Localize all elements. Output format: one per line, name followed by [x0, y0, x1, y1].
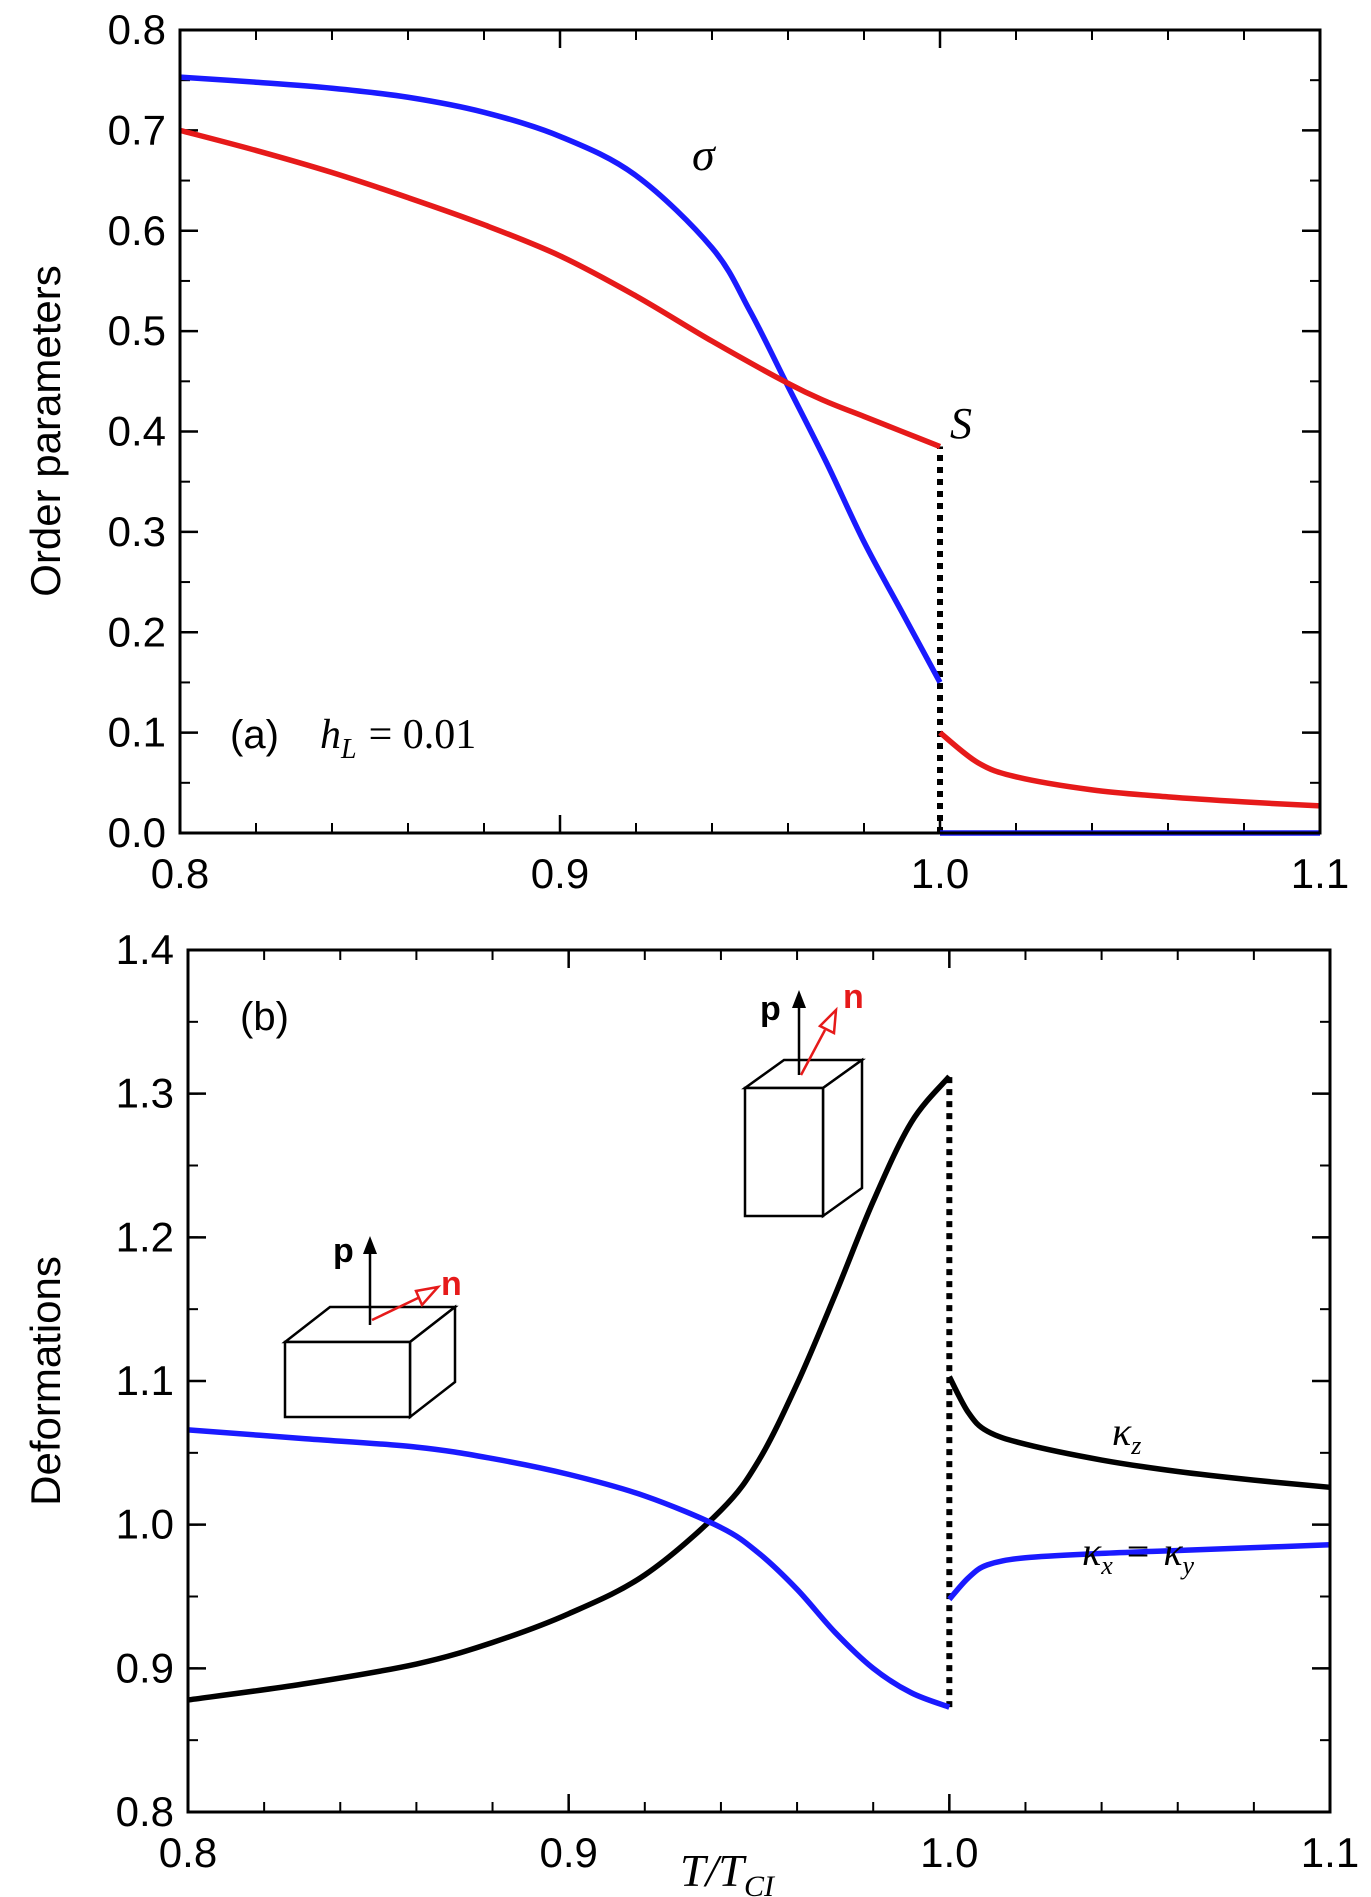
tall-box-n-arrow: [799, 1029, 827, 1076]
y-tick-label: 1.4: [116, 926, 174, 973]
panel-b-series: [187, 1074, 1331, 1710]
y-tick-label: 0.3: [108, 508, 166, 555]
y-tick-label: 1.3: [116, 1070, 174, 1117]
tall-box-n-arrowhead: [817, 1006, 838, 1035]
panel-a-ylabel: Order parameters: [22, 265, 69, 596]
y-tick-label: 0.9: [116, 1644, 174, 1691]
panel-b: 0.8 0.9 1.0 1.1 0.8 0.9 1.0 1.1 1.2 1.3 1.4 Deform…: [22, 926, 1359, 1897]
panel-b-label: (b): [240, 995, 289, 1039]
x-tick-label: 1.1: [1301, 1829, 1359, 1876]
kappa-z-curve-segment-2: [946, 1375, 1331, 1491]
panel-b-tick-labels: 0.8 0.9 1.0 1.1 0.8 0.9 1.0 1.1 1.2 1.3 1.4: [116, 926, 1360, 1876]
hl-value: = 0.01: [369, 712, 477, 758]
x-tick-label: 0.9: [531, 850, 589, 897]
panel-a-series: [179, 74, 1321, 836]
y-tick-label: 0.8: [108, 6, 166, 53]
kappa-xy-label: κx = κy: [1082, 1529, 1195, 1580]
s-label: S: [950, 399, 972, 448]
panel-a: 0.8 0.9 1.0 1.1 0.0 0.1 0.2 0.3 0.4 0.5 0.6 0.70.8 …: [22, 6, 1349, 897]
xlabel-main: T/T: [680, 1845, 747, 1896]
x-tick-label: 1.1: [1291, 850, 1349, 897]
tall-box-p-label: p: [760, 990, 781, 1028]
panel-b-ylabel: Deformations: [22, 1256, 69, 1506]
panel-a-tick-labels: 0.8 0.9 1.0 1.1 0.0 0.1 0.2 0.3 0.4 0.5 0.6 0.7 0.8: [108, 6, 1350, 897]
tall-box-n-label: n: [843, 978, 864, 1016]
y-tick-label: 0.7: [108, 106, 166, 153]
sigma-label: σ: [692, 129, 717, 180]
x-tick-label: 0.8: [151, 850, 209, 897]
hl-symbol: h: [320, 712, 341, 758]
panel-a-label: (a): [230, 713, 279, 757]
y-tick-label: 1.2: [116, 1213, 174, 1260]
x-tick-label: 0.9: [539, 1829, 597, 1876]
kappa-z-symbol: κ: [1112, 1409, 1132, 1454]
x-tick-label: 1.0: [911, 850, 969, 897]
s-curve-segment-2: [938, 730, 1321, 809]
flat-box-n-arrowhead: [414, 1285, 442, 1308]
kappa-z-sub: z: [1130, 1431, 1141, 1460]
xlabel-sub: CI: [744, 1870, 776, 1897]
flat-box-icon: [281, 1304, 459, 1420]
kappa-z-curve-segment-1: [187, 1074, 952, 1703]
x-tick-label: 1.0: [920, 1829, 978, 1876]
flat-box-inset: p n: [281, 1232, 462, 1420]
sigma-curve-segment-1: [179, 74, 943, 684]
tall-box-p-arrowhead: [792, 990, 806, 1008]
tall-box-icon: [741, 1057, 866, 1219]
kappa-xy-curve-segment-1: [187, 1427, 951, 1710]
x-tick-label: 0.8: [159, 1829, 217, 1876]
panel-a-annotation: hL = 0.01: [320, 712, 476, 765]
y-tick-label: 0.4: [108, 408, 166, 455]
y-tick-label: 0.1: [108, 709, 166, 756]
kappa-x-sub: x: [1100, 1551, 1113, 1580]
flat-box-n-label: n: [441, 1265, 462, 1303]
flat-box-p-arrowhead: [363, 1236, 377, 1254]
y-tick-label: 0.0: [108, 809, 166, 856]
y-tick-label: 0.8: [116, 1788, 174, 1835]
panel-a-frame: [178, 28, 1322, 835]
kappa-y-sub: y: [1180, 1551, 1195, 1580]
y-tick-label: 1.1: [116, 1357, 174, 1404]
y-tick-label: 1.0: [116, 1501, 174, 1548]
panel-b-frame: [186, 948, 1332, 1814]
s-curve-segment-1: [179, 127, 942, 450]
kappa-x-symbol: κ: [1082, 1529, 1102, 1574]
kappa-equals: =: [1127, 1529, 1150, 1574]
tall-box-inset: p n: [741, 978, 866, 1219]
flat-box-n-arrow: [371, 1296, 419, 1322]
y-tick-label: 0.6: [108, 207, 166, 254]
y-tick-label: 0.2: [108, 608, 166, 655]
kappa-y-symbol: κ: [1163, 1529, 1183, 1574]
kappa-xy-curve-segment-2: [947, 1542, 1331, 1602]
flat-box-p-label: p: [333, 1232, 354, 1270]
y-tick-label: 0.5: [108, 307, 166, 354]
hl-subscript: L: [340, 734, 357, 765]
panel-a-ticks: [178, 28, 1322, 835]
kappa-z-label: κz: [1112, 1409, 1141, 1460]
panel-b-xlabel: T/TCI: [680, 1845, 776, 1897]
